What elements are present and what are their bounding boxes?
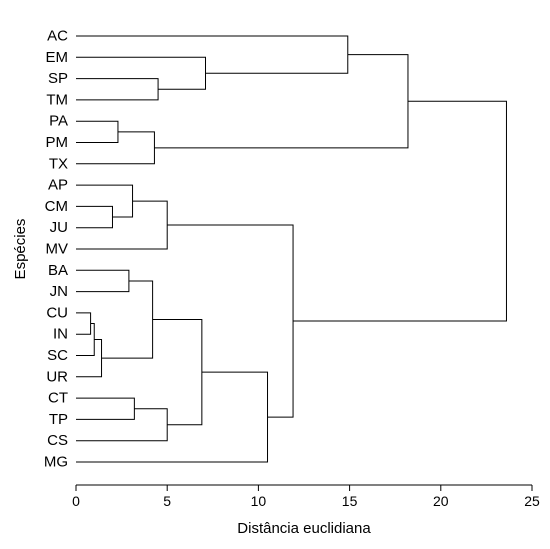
leaf-label-mg: MG bbox=[44, 454, 68, 471]
leaf-label-pm: PM bbox=[46, 134, 69, 151]
leaf-label-pa: PA bbox=[49, 113, 68, 130]
x-axis-title: Distância euclidiana bbox=[237, 520, 371, 537]
leaf-label-cm: CM bbox=[45, 198, 68, 215]
leaf-label-sp: SP bbox=[48, 70, 68, 87]
y-axis-title: Espécies bbox=[12, 219, 29, 280]
leaf-label-sc: SC bbox=[47, 347, 68, 364]
link-cu-in-sc bbox=[76, 323, 95, 356]
link-ap-cm-ju bbox=[76, 184, 134, 218]
x-tick-label-20: 20 bbox=[433, 493, 449, 509]
link-pa-pm-tx bbox=[76, 131, 155, 165]
link-ct-tp-cs bbox=[76, 408, 168, 442]
link-ct-tp bbox=[76, 397, 135, 420]
leaf-label-cs: CS bbox=[47, 432, 68, 449]
x-tick-label-25: 25 bbox=[524, 493, 540, 509]
link-ac-tm-pa-pm-tx bbox=[154, 54, 409, 149]
link-em-sp-tm bbox=[76, 56, 207, 90]
link-sp-tm bbox=[76, 78, 159, 101]
x-tick-label-5: 5 bbox=[163, 493, 171, 509]
link-ap-cm-ju-mv bbox=[76, 200, 168, 250]
leaf-label-mv: MV bbox=[46, 241, 69, 258]
leaf-label-tx: TX bbox=[49, 155, 68, 172]
link-ba-jn bbox=[76, 269, 130, 293]
link-cu-in bbox=[76, 312, 92, 335]
leaf-label-tm: TM bbox=[46, 91, 68, 108]
leaf-label-em: EM bbox=[46, 49, 69, 66]
x-tick-label-15: 15 bbox=[342, 493, 358, 509]
x-tick-label-10: 10 bbox=[251, 493, 267, 509]
link-ap-mv-ba-mg bbox=[167, 224, 294, 418]
leaf-label-ac: AC bbox=[47, 28, 68, 45]
leaf-label-ct: CT bbox=[48, 390, 68, 407]
link-cm-ju bbox=[76, 205, 113, 229]
x-tick-label-0: 0 bbox=[72, 493, 80, 509]
leaf-label-ba: BA bbox=[48, 262, 68, 279]
leaf-label-tp: TP bbox=[49, 411, 68, 428]
link-ba-jn-cu-in-sc-ur bbox=[101, 280, 154, 359]
leaf-label-cu: CU bbox=[46, 304, 68, 321]
x-axis: 0 5 10 15 20 25 bbox=[72, 484, 540, 509]
leaf-label-ju: JU bbox=[50, 219, 68, 236]
link-cu-in-sc-ur bbox=[76, 339, 103, 378]
link-ba-cs-mg bbox=[76, 371, 269, 463]
link-ac-tx-ap-mg bbox=[293, 100, 507, 322]
link-pa-pm bbox=[76, 120, 119, 143]
leaf-label-in: IN bbox=[53, 326, 68, 343]
dendrogram-links bbox=[76, 35, 507, 463]
leaf-label-jn: JN bbox=[50, 283, 68, 300]
leaf-label-ap: AP bbox=[48, 177, 68, 194]
leaf-label-ur: UR bbox=[46, 368, 68, 385]
leaf-labels: AC EM SP TM PA PM TX AP CM JU MV BA JN CU IN SC UR CT TP CS… bbox=[44, 28, 68, 471]
link-ac-em-sp-tm bbox=[76, 35, 349, 74]
